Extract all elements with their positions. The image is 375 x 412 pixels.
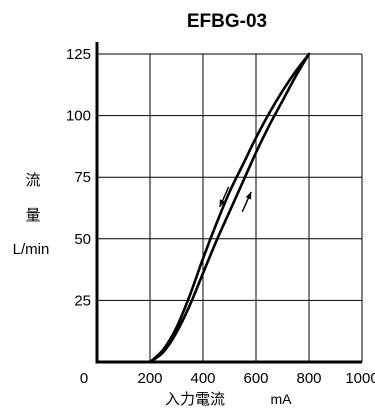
y-tick-labels: 25 50 75 100 125 [66, 46, 91, 309]
y-tick-100: 100 [66, 108, 91, 125]
y-label-char-2: 量 [25, 206, 40, 224]
axes [95, 42, 362, 364]
x-tick-200: 200 [137, 370, 162, 387]
curves [148, 52, 311, 364]
curve-increasing [148, 52, 311, 364]
y-tick-25: 25 [74, 292, 91, 309]
x-tick-labels: 0 200 400 600 800 1000 [80, 370, 375, 387]
y-unit-label: L/min [13, 241, 50, 258]
x-tick-400: 400 [190, 370, 215, 387]
x-tick-600: 600 [243, 370, 268, 387]
y-tick-50: 50 [74, 231, 91, 248]
direction-arrows [219, 186, 252, 213]
y-tick-75: 75 [74, 169, 91, 186]
x-tick-0: 0 [80, 370, 88, 387]
arrow-up [241, 191, 252, 213]
x-axis-label: 入力電流 [165, 390, 225, 408]
y-tick-125: 125 [66, 46, 91, 63]
grid [97, 53, 363, 362]
arrow-down [219, 186, 230, 208]
x-tick-800: 800 [296, 370, 321, 387]
chart-title: EFBG-03 [187, 11, 267, 32]
curve-decreasing [148, 52, 311, 364]
x-tick-1000: 1000 [345, 370, 375, 387]
x-unit-label: mA [271, 391, 293, 407]
y-label-char-1: 流 [25, 171, 40, 189]
